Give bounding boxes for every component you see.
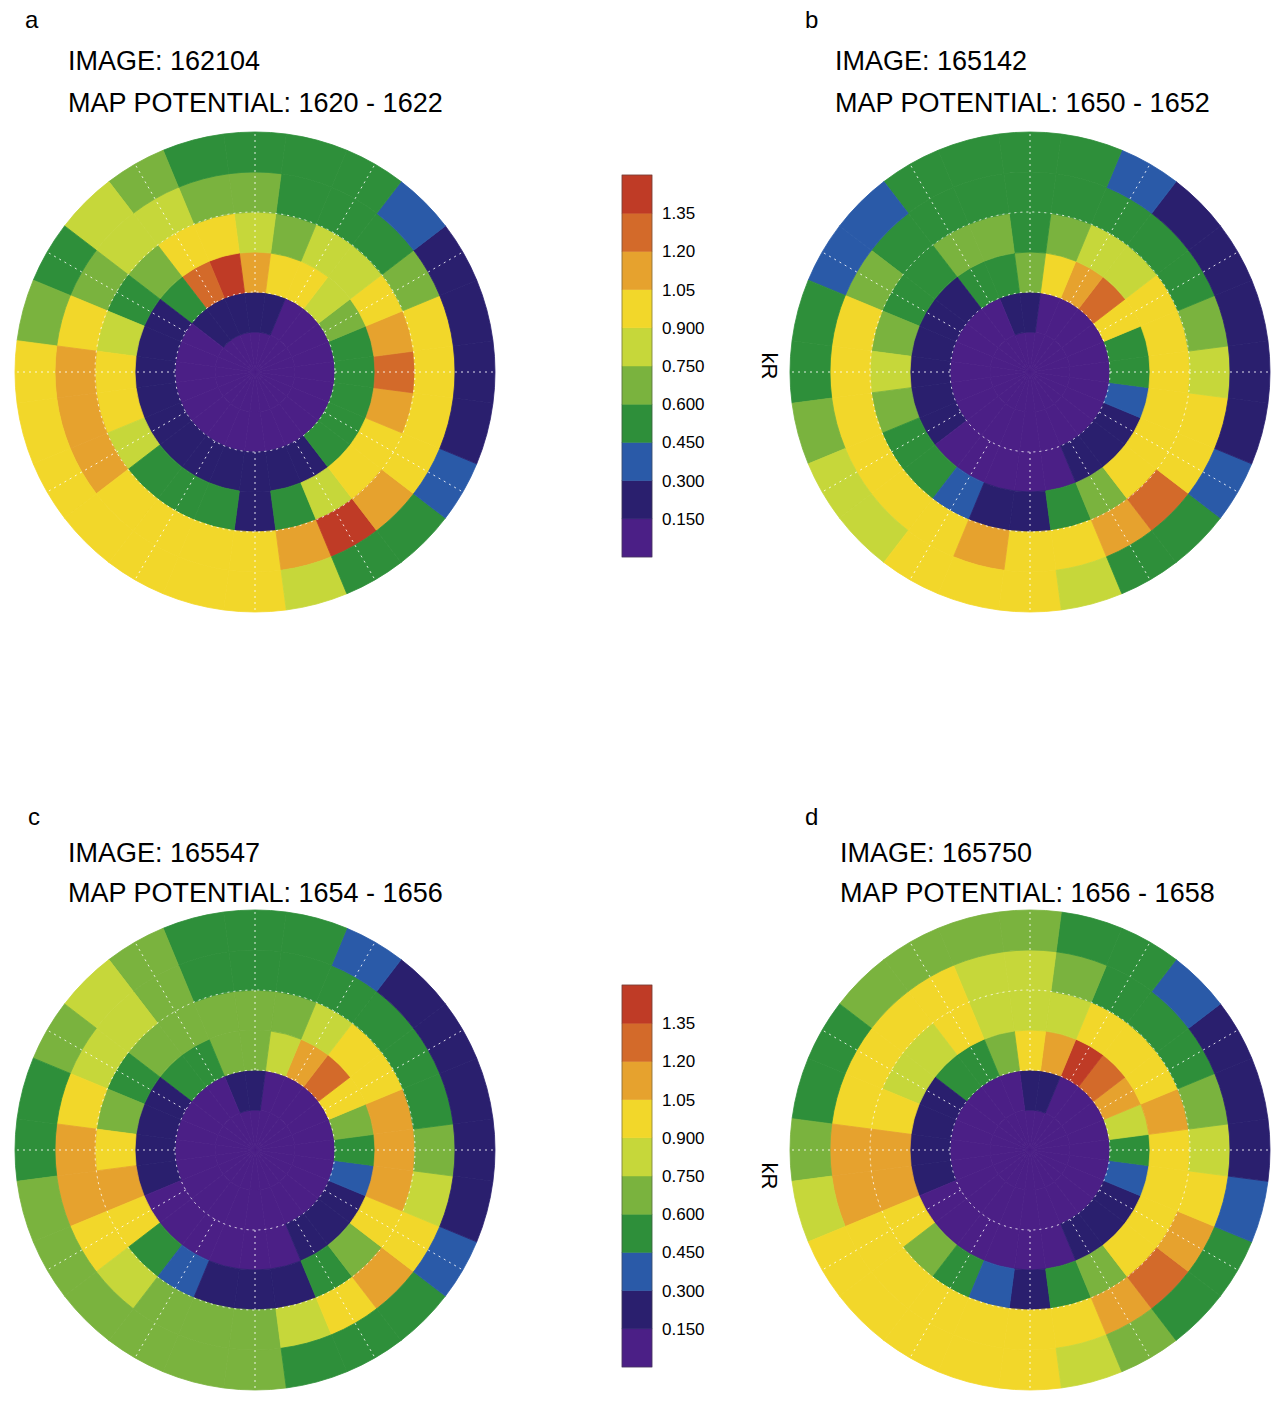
svg-text:IMAGE: 165547: IMAGE: 165547 (68, 838, 260, 868)
svg-text:1.35: 1.35 (662, 1014, 695, 1033)
svg-text:0.150: 0.150 (662, 510, 705, 529)
svg-text:1.20: 1.20 (662, 1052, 695, 1071)
svg-text:IMAGE: 162104: IMAGE: 162104 (68, 46, 260, 76)
svg-text:0.600: 0.600 (662, 1205, 705, 1224)
svg-text:kR: kR (757, 1163, 782, 1190)
svg-text:b: b (805, 6, 818, 33)
svg-text:1.20: 1.20 (662, 242, 695, 261)
svg-text:0.150: 0.150 (662, 1320, 705, 1339)
svg-text:1.05: 1.05 (662, 281, 695, 300)
svg-text:MAP POTENTIAL: 1654 - 1656: MAP POTENTIAL: 1654 - 1656 (68, 878, 443, 908)
svg-text:0.750: 0.750 (662, 1167, 705, 1186)
svg-text:IMAGE: 165750: IMAGE: 165750 (840, 838, 1032, 868)
svg-text:1.35: 1.35 (662, 204, 695, 223)
svg-text:kR: kR (757, 353, 782, 380)
svg-text:c: c (28, 803, 40, 830)
svg-text:0.450: 0.450 (662, 433, 705, 452)
svg-text:0.300: 0.300 (662, 1282, 705, 1301)
svg-text:IMAGE: 165142: IMAGE: 165142 (835, 46, 1027, 76)
svg-text:MAP POTENTIAL: 1650 - 1652: MAP POTENTIAL: 1650 - 1652 (835, 88, 1210, 118)
svg-text:0.900: 0.900 (662, 319, 705, 338)
svg-text:0.750: 0.750 (662, 357, 705, 376)
svg-text:MAP POTENTIAL: 1656 - 1658: MAP POTENTIAL: 1656 - 1658 (840, 878, 1215, 908)
svg-text:0.900: 0.900 (662, 1129, 705, 1148)
svg-text:a: a (25, 6, 39, 33)
svg-text:MAP POTENTIAL: 1620 - 1622: MAP POTENTIAL: 1620 - 1622 (68, 88, 443, 118)
svg-text:d: d (805, 803, 818, 830)
svg-text:0.600: 0.600 (662, 395, 705, 414)
svg-text:1.05: 1.05 (662, 1091, 695, 1110)
svg-text:0.300: 0.300 (662, 472, 705, 491)
svg-text:0.450: 0.450 (662, 1243, 705, 1262)
